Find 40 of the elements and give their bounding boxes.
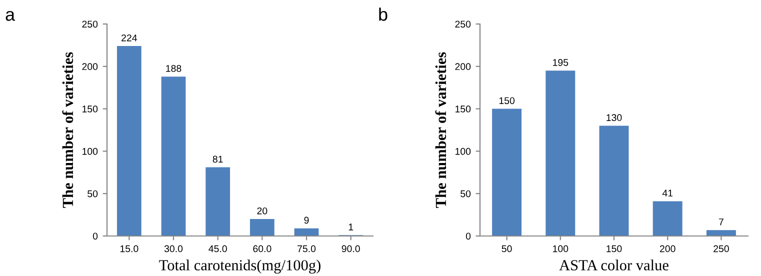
- y-tick-label: 150: [82, 106, 98, 112]
- x-tick-label: 100: [553, 245, 568, 252]
- y-tick-label: 0: [92, 232, 98, 240]
- data-label: 195: [553, 59, 568, 66]
- y-tick-label: 100: [455, 148, 471, 155]
- data-label: 41: [662, 190, 673, 196]
- data-label: 188: [166, 64, 182, 72]
- x-tick-label: 250: [714, 245, 729, 252]
- x-tick-label: 50: [502, 245, 512, 252]
- y-tick-label: 250: [82, 20, 98, 28]
- data-label: 150: [499, 97, 515, 104]
- data-label: 130: [606, 114, 622, 122]
- x-axis-title: ASTA color value: [559, 260, 668, 270]
- y-tick-label: 250: [455, 20, 471, 28]
- x-tick-label: 200: [660, 245, 676, 252]
- x-axis-title: Total carotenids(mg/100g): [159, 260, 320, 274]
- chart-title: a: [6, 10, 16, 21]
- y-tick-label: 200: [455, 63, 471, 70]
- x-tick-label: 60.0: [253, 245, 272, 252]
- data-label: 20: [257, 207, 268, 214]
- x-tick-label: 90.0: [342, 245, 360, 252]
- y-tick-label: 150: [455, 106, 471, 112]
- y-tick-label: 0: [466, 232, 471, 240]
- x-tick-label: 30.0: [164, 245, 183, 252]
- chart-title: b: [379, 8, 388, 21]
- y-tick-label: 100: [82, 148, 98, 155]
- data-label: 81: [212, 156, 223, 163]
- y-tick-label: 50: [460, 190, 471, 198]
- y-tick-label: 50: [88, 190, 98, 198]
- x-tick-label: 150: [606, 245, 622, 252]
- data-label: 224: [122, 34, 137, 42]
- y-axis-title: The number of varieties: [62, 52, 74, 208]
- x-tick-label: 15.0: [120, 245, 138, 252]
- y-tick-label: 200: [82, 63, 98, 70]
- x-tick-label: 75.0: [298, 245, 316, 252]
- data-label: 9: [304, 216, 309, 224]
- x-tick-label: 45.0: [208, 245, 227, 252]
- data-label: 7: [718, 218, 724, 226]
- data-label: 1: [348, 224, 354, 230]
- y-axis-title: The number of varieties: [435, 52, 446, 208]
